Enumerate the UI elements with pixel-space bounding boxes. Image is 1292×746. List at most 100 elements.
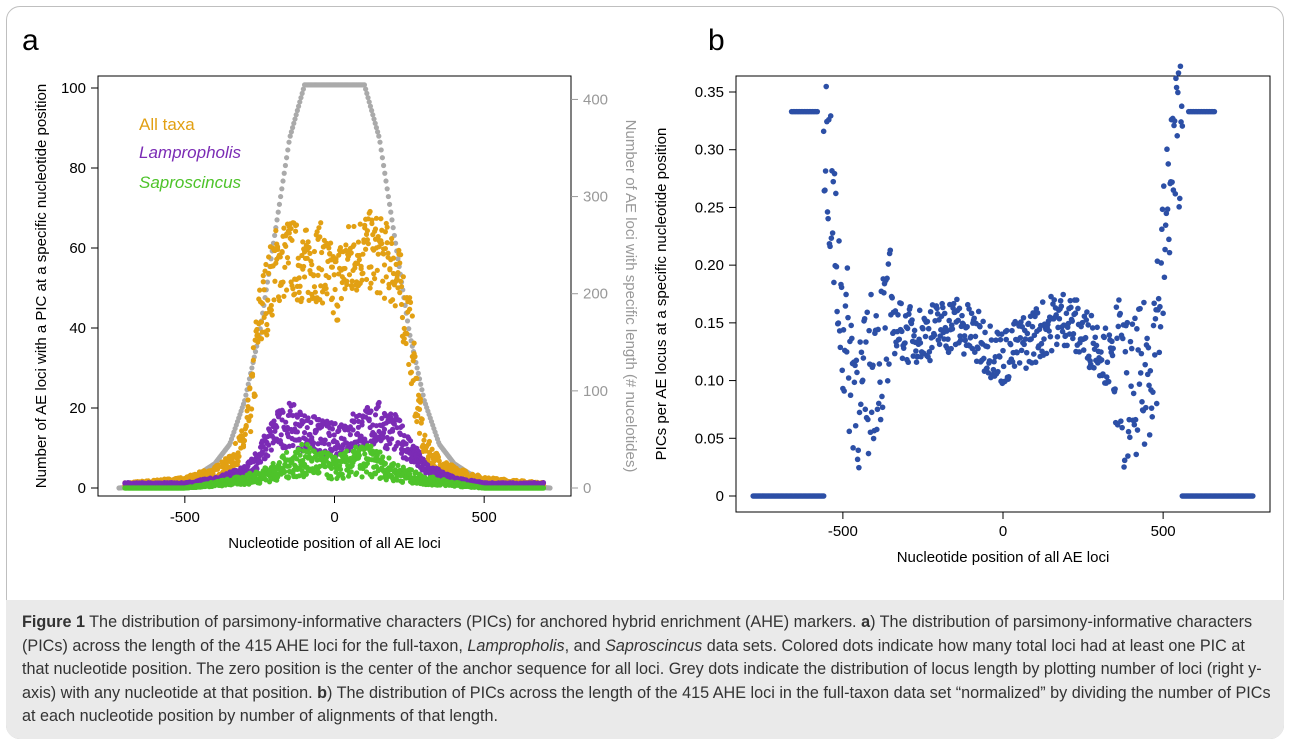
y-tick-label-a: 60	[69, 240, 86, 257]
lampropholis-point	[280, 409, 286, 415]
y2-axis-label-a: Number of AE loci with specific length (…	[622, 120, 639, 473]
y2-tick-label-a: 400	[583, 91, 608, 108]
pic-point	[1085, 322, 1091, 328]
pic-point	[1000, 347, 1006, 354]
all-taxa-point	[248, 428, 254, 435]
pic-point	[852, 362, 858, 369]
pic-point	[858, 401, 864, 408]
pic-point	[980, 318, 986, 325]
pic-point	[1063, 310, 1070, 317]
lampropholis-point	[389, 426, 396, 432]
all-taxa-point	[284, 255, 291, 261]
pic-point	[1211, 108, 1218, 115]
lampropholis-point	[540, 480, 547, 486]
all-taxa-point	[375, 251, 381, 257]
all-taxa-point	[436, 458, 442, 464]
pic-point	[1153, 400, 1160, 407]
pic-point	[877, 379, 883, 385]
length-point	[284, 155, 290, 161]
pic-point	[881, 289, 887, 296]
x-tick-label-a: 500	[472, 509, 497, 526]
pic-point	[1086, 353, 1092, 360]
pic-point	[950, 300, 957, 307]
pic-point	[962, 337, 969, 344]
caption-background	[6, 600, 1284, 739]
pic-point	[925, 325, 932, 332]
all-taxa-point	[296, 289, 302, 295]
pic-point	[833, 190, 839, 197]
all-taxa-point	[250, 357, 256, 363]
saproscincus-point	[338, 459, 344, 465]
pic-point	[961, 351, 967, 357]
length-point	[372, 120, 378, 126]
all-taxa-point	[403, 340, 409, 347]
length-point	[275, 209, 281, 215]
pic-point	[985, 369, 992, 376]
pic-point	[1150, 389, 1156, 395]
pic-point	[1125, 453, 1131, 459]
pic-point	[987, 323, 993, 329]
pic-point	[1053, 312, 1059, 318]
all-taxa-point	[297, 283, 303, 289]
all-taxa-point	[397, 260, 403, 266]
pic-point	[849, 335, 855, 342]
all-taxa-point	[389, 236, 395, 242]
lampropholis-point	[283, 419, 289, 425]
lampropholis-point	[350, 427, 356, 433]
all-taxa-point	[258, 319, 265, 325]
pic-point	[1103, 374, 1110, 380]
length-point	[243, 392, 249, 398]
pic-point	[1014, 349, 1020, 356]
all-taxa-point	[355, 239, 362, 245]
all-taxa-point	[368, 264, 374, 270]
all-taxa-point	[245, 397, 251, 403]
pic-point	[824, 209, 831, 215]
pic-point	[845, 314, 851, 321]
lampropholis-point	[268, 447, 274, 453]
lampropholis-point	[294, 414, 300, 420]
saproscincus-point	[276, 460, 283, 466]
pic-point	[1176, 195, 1183, 202]
pic-point	[990, 366, 997, 373]
length-point	[292, 116, 298, 122]
pic-point	[857, 339, 863, 345]
all-taxa-point	[265, 327, 271, 333]
pic-point	[866, 327, 872, 334]
all-taxa-point	[342, 286, 348, 292]
pic-point	[957, 337, 964, 343]
saproscincus-point	[300, 457, 306, 464]
all-taxa-point	[387, 267, 393, 273]
pic-point	[1175, 70, 1182, 76]
all-taxa-point	[372, 226, 379, 232]
pic-point	[1143, 404, 1149, 411]
pic-point	[865, 416, 871, 423]
legend-entry-a: All taxa	[139, 115, 195, 134]
y2-tick-label-a: 200	[583, 286, 608, 303]
pic-point	[870, 435, 877, 442]
caption-label: Figure 1	[22, 613, 85, 631]
length-point	[278, 193, 284, 200]
length-point	[285, 147, 291, 153]
length-point	[389, 217, 395, 223]
saproscincus-point	[386, 455, 392, 461]
pic-point	[865, 450, 872, 457]
all-taxa-point	[336, 271, 342, 277]
pic-point	[971, 315, 977, 322]
all-taxa-point	[295, 255, 301, 261]
all-taxa-point	[367, 285, 373, 291]
pic-point	[1119, 335, 1126, 342]
pic-point	[1004, 327, 1010, 334]
pic-point	[879, 404, 886, 411]
all-taxa-point	[343, 242, 349, 248]
pic-point	[874, 406, 881, 413]
all-taxa-point	[254, 326, 260, 333]
pic-point	[1157, 303, 1163, 310]
all-taxa-point	[300, 239, 306, 245]
all-taxa-point	[259, 300, 265, 307]
pic-point	[1176, 204, 1182, 210]
saproscincus-point	[328, 476, 335, 482]
lampropholis-point	[372, 412, 379, 418]
pic-point	[977, 323, 983, 330]
pic-point	[1157, 324, 1164, 330]
pic-point	[1017, 334, 1024, 341]
